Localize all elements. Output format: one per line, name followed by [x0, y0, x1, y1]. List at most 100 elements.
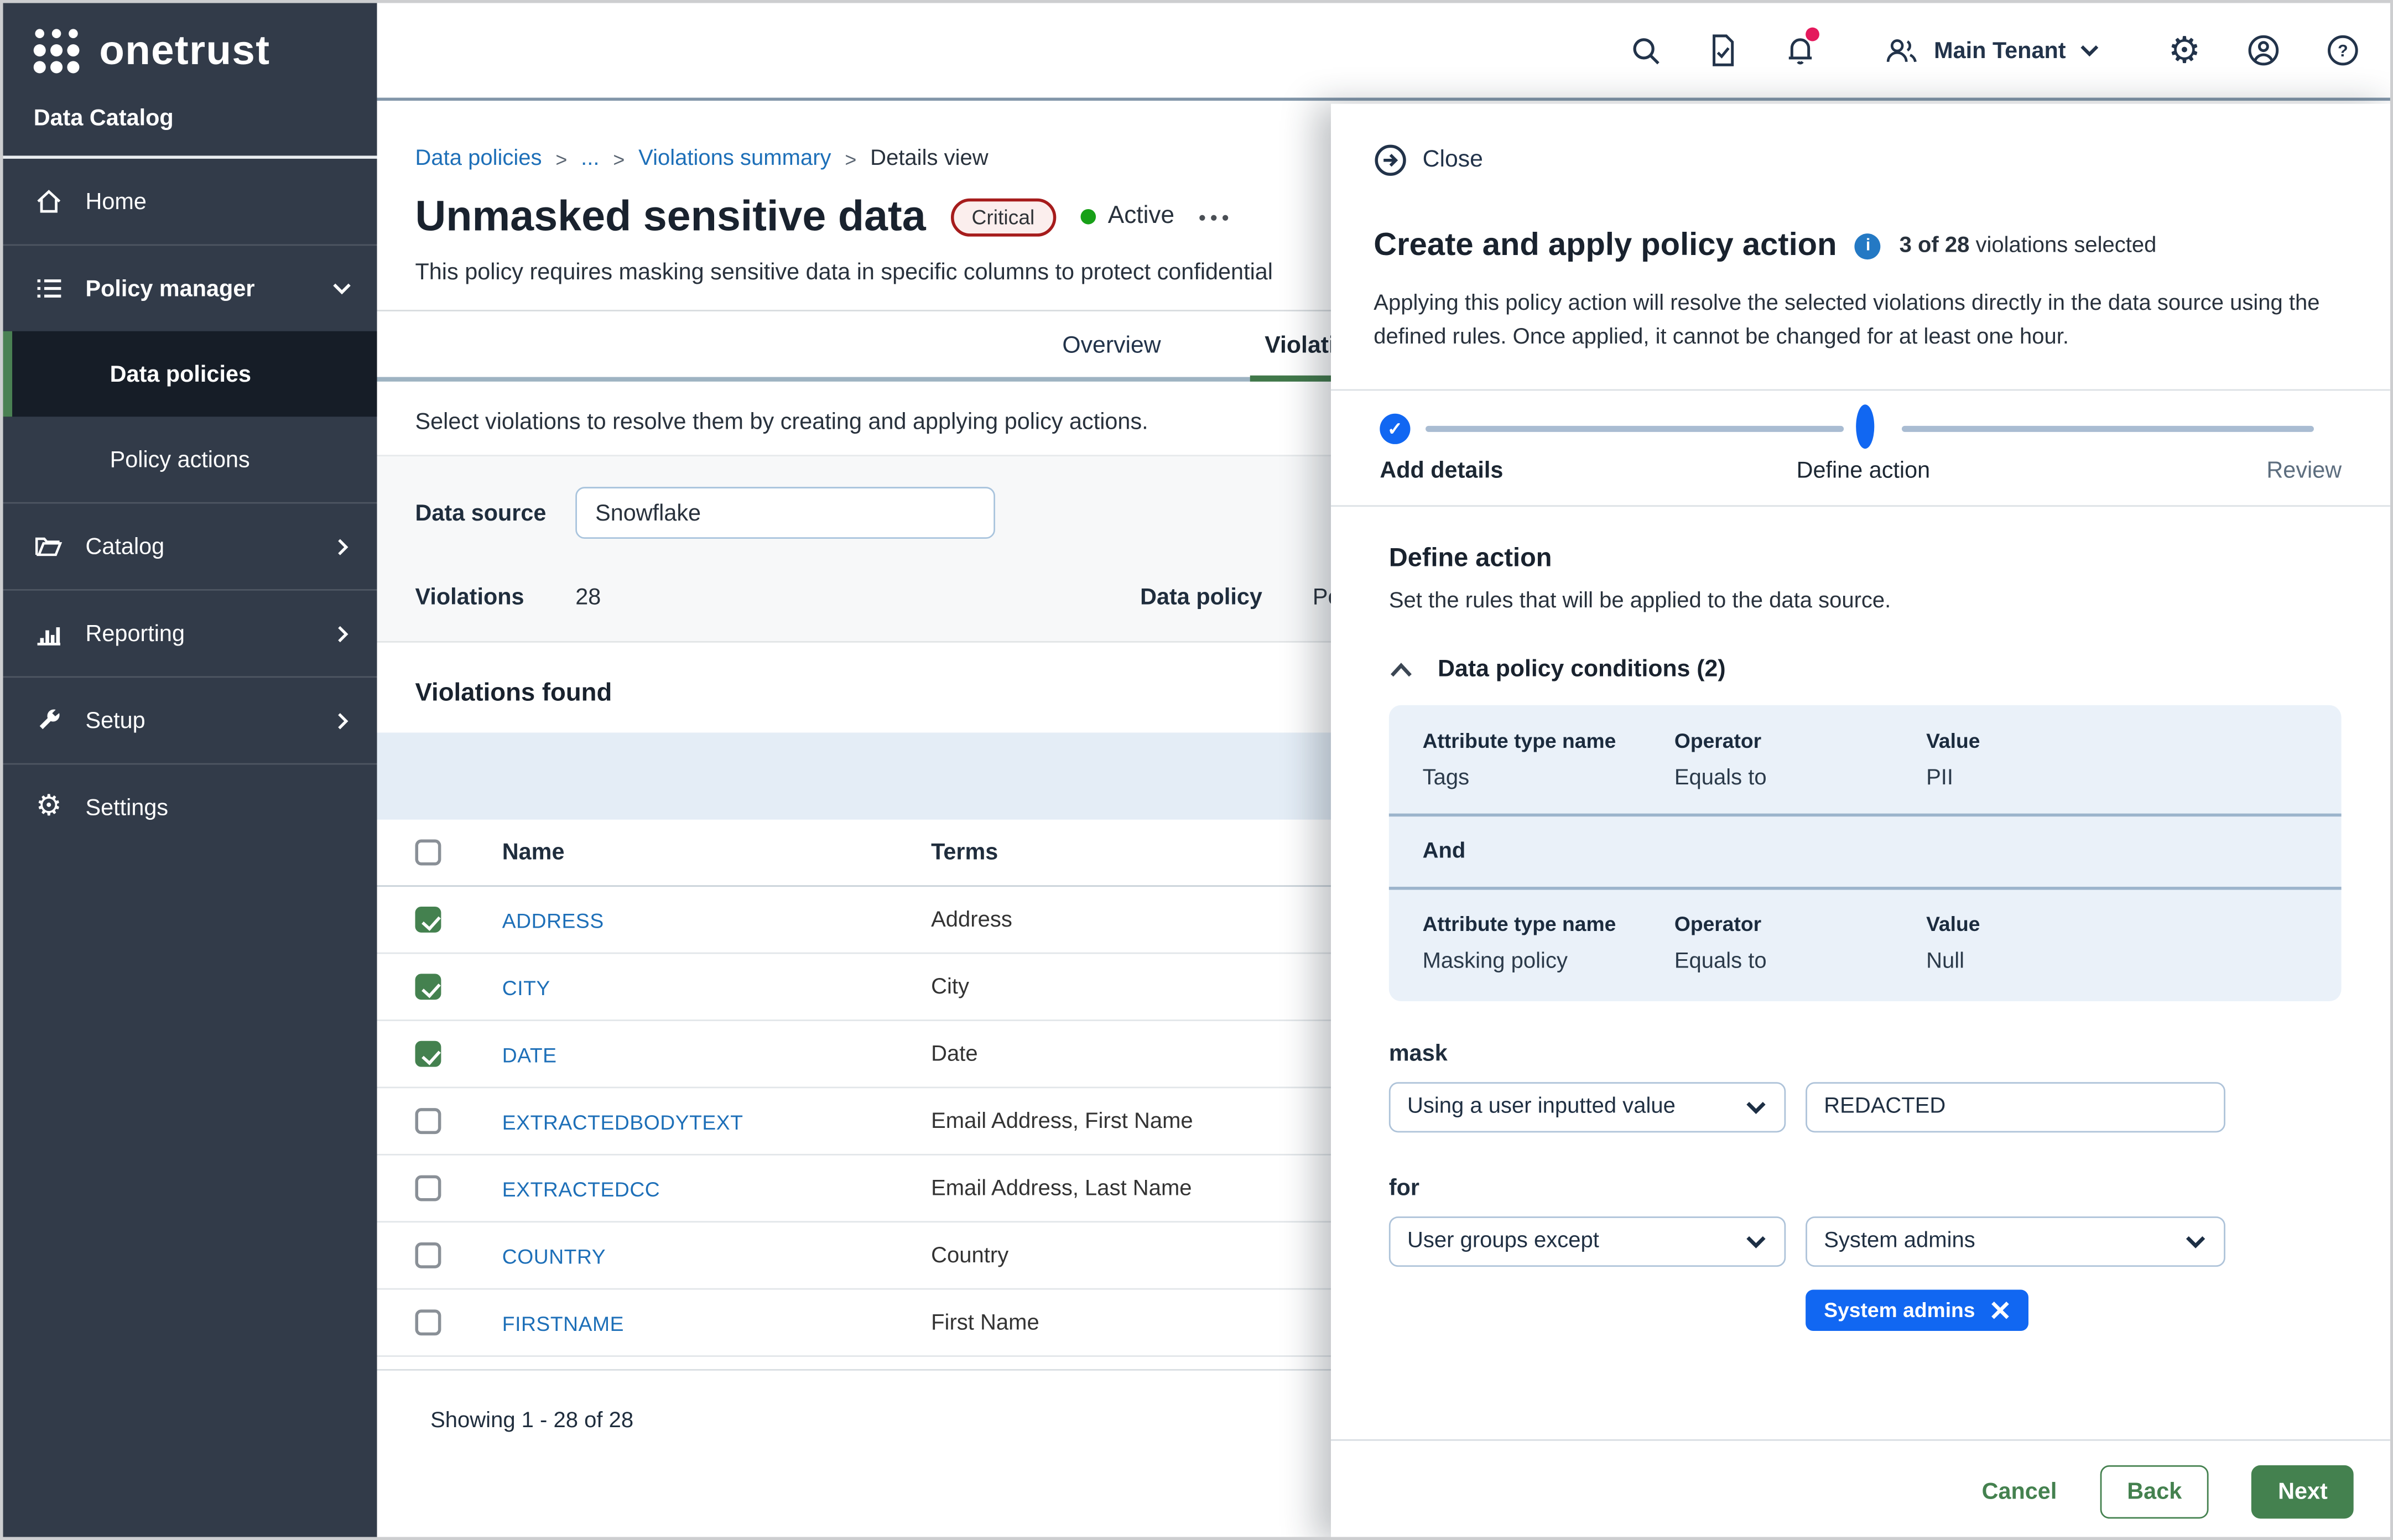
status-badge: Active: [1080, 203, 1174, 231]
row-checkbox[interactable]: [415, 1175, 441, 1201]
active-dot-icon: [1080, 209, 1096, 225]
notifications-bell-icon[interactable]: [1785, 34, 1817, 67]
cond-header: Value: [1926, 730, 2308, 752]
document-check-icon[interactable]: [1708, 34, 1739, 67]
conditions-toggle[interactable]: Data policy conditions (2): [1389, 656, 2342, 684]
onetrust-dots-icon: [34, 28, 81, 75]
row-checkbox[interactable]: [415, 974, 441, 1000]
sidebar-item-catalog[interactable]: Catalog: [3, 504, 377, 590]
next-button[interactable]: Next: [2252, 1465, 2354, 1519]
violation-name-link[interactable]: FIRSTNAME: [502, 1312, 624, 1335]
chevron-right-icon: [333, 710, 353, 730]
chevron-down-icon: [1745, 1096, 1767, 1118]
global-settings-gear-icon[interactable]: ⚙: [2168, 28, 2200, 72]
cond-value: Null: [1926, 949, 2308, 974]
chevron-down-icon: [331, 278, 353, 299]
row-checkbox[interactable]: [415, 1309, 441, 1335]
account-icon[interactable]: [2247, 34, 2281, 67]
settings-gear-icon: ⚙: [34, 792, 64, 823]
column-header-terms: Terms: [931, 840, 998, 866]
chevron-down-icon: [2079, 40, 2101, 61]
violation-name-link[interactable]: DATE: [502, 1043, 557, 1066]
back-button[interactable]: Back: [2100, 1465, 2209, 1519]
step-label-define-action[interactable]: Define action: [1797, 458, 1931, 484]
step-current-icon: [1856, 414, 1874, 441]
remove-chip-icon[interactable]: [1990, 1300, 2010, 1320]
tenant-switcher[interactable]: Main Tenant: [1884, 35, 2101, 65]
close-button[interactable]: Close: [1374, 143, 1511, 177]
sidebar-item-policy-actions[interactable]: Policy actions: [3, 417, 377, 502]
chevron-right-icon: [333, 537, 353, 556]
violation-name-link[interactable]: CITY: [502, 976, 550, 999]
tab-overview[interactable]: Overview: [1056, 311, 1167, 382]
severity-badge: Critical: [950, 197, 1056, 236]
cond-operator: Equals to: [1674, 766, 1926, 790]
select-all-checkbox[interactable]: [415, 840, 441, 866]
data-source-label: Data source: [415, 500, 576, 526]
violation-name-link[interactable]: COUNTRY: [502, 1245, 606, 1267]
search-icon[interactable]: [1630, 34, 1662, 66]
for-groups-select[interactable]: System admins: [1806, 1216, 2225, 1267]
home-icon: [34, 186, 64, 217]
panel-title: Create and apply policy action: [1374, 227, 1837, 264]
wizard-stepper: ✓ Add details Define action Review: [1331, 391, 2393, 507]
sidebar-item-label: Home: [86, 189, 353, 215]
step-label-add-details[interactable]: Add details: [1380, 458, 1503, 484]
violation-terms: Email Address, First Name: [931, 1109, 1193, 1133]
cond-header: Attribute type name: [1423, 913, 1674, 935]
breadcrumb-link[interactable]: Violations summary: [638, 147, 831, 171]
info-icon: i: [1855, 233, 1881, 259]
violation-terms: City: [931, 975, 969, 999]
overflow-menu-icon[interactable]: •••: [1199, 205, 1234, 228]
mask-value-input[interactable]: [1806, 1082, 2225, 1132]
violations-count-label: Violations: [415, 585, 576, 611]
page-title: Unmasked sensitive data: [415, 192, 926, 241]
column-header-name: Name: [502, 840, 931, 866]
conditions-box: Attribute type name Operator Value Tags …: [1389, 705, 2342, 1001]
sidebar-item-data-policies[interactable]: Data policies: [3, 331, 377, 417]
people-icon: [1884, 35, 1920, 65]
notification-badge: [1806, 28, 1819, 41]
cancel-button[interactable]: Cancel: [1982, 1479, 2057, 1505]
breadcrumb-link[interactable]: Data policies: [415, 147, 542, 171]
mask-method-select[interactable]: Using a user inputted value: [1389, 1082, 1786, 1132]
row-checkbox[interactable]: [415, 1242, 441, 1268]
violation-name-link[interactable]: ADDRESS: [502, 909, 604, 932]
policy-action-panel: Close Create and apply policy action i 3…: [1331, 104, 2393, 1540]
breadcrumb-link[interactable]: ...: [581, 147, 599, 171]
sidebar-item-settings[interactable]: ⚙ Settings: [3, 764, 377, 850]
data-source-input[interactable]: [575, 487, 995, 539]
sidebar-item-home[interactable]: Home: [3, 159, 377, 244]
condition-divider: [1389, 813, 2342, 816]
cond-header: Attribute type name: [1423, 730, 1674, 752]
row-checkbox[interactable]: [415, 1041, 441, 1067]
sidebar-item-reporting[interactable]: Reporting: [3, 591, 377, 677]
catalog-folder-icon: [34, 531, 64, 561]
sidebar: onetrust Data Catalog Home Policy manage…: [3, 3, 377, 1537]
panel-body: Define action Set the rules that will be…: [1331, 507, 2393, 1439]
help-icon[interactable]: ?: [2326, 34, 2360, 67]
sidebar-item-setup[interactable]: Setup: [3, 678, 377, 763]
violation-name-link[interactable]: EXTRACTEDBODYTEXT: [502, 1110, 743, 1133]
row-checkbox[interactable]: [415, 1108, 441, 1134]
panel-description: Applying this policy action will resolve…: [1374, 287, 2347, 356]
sidebar-item-label: Settings: [86, 794, 353, 820]
sidebar-item-label: Data policies: [110, 361, 353, 387]
topbar: Main Tenant ⚙ ?: [377, 3, 2393, 101]
for-method-select[interactable]: User groups except: [1389, 1216, 1786, 1267]
brand-name: onetrust: [99, 28, 270, 75]
cond-operator: Equals to: [1674, 949, 1926, 974]
sidebar-item-label: Policy manager: [86, 275, 310, 301]
breadcrumb-separator: >: [613, 147, 625, 170]
for-label: for: [1389, 1175, 2342, 1201]
selected-group-chip[interactable]: System admins: [1806, 1289, 2028, 1330]
breadcrumb-current: Details view: [870, 147, 988, 171]
cond-attribute: Masking policy: [1423, 949, 1674, 974]
product-name: Data Catalog: [3, 90, 377, 159]
row-checkbox[interactable]: [415, 907, 441, 933]
cond-attribute: Tags: [1423, 766, 1674, 790]
step-label-review[interactable]: Review: [2266, 458, 2342, 484]
sidebar-item-label: Policy actions: [110, 446, 353, 472]
violation-name-link[interactable]: EXTRACTEDCC: [502, 1178, 660, 1200]
sidebar-item-policy-manager[interactable]: Policy manager: [3, 246, 377, 331]
